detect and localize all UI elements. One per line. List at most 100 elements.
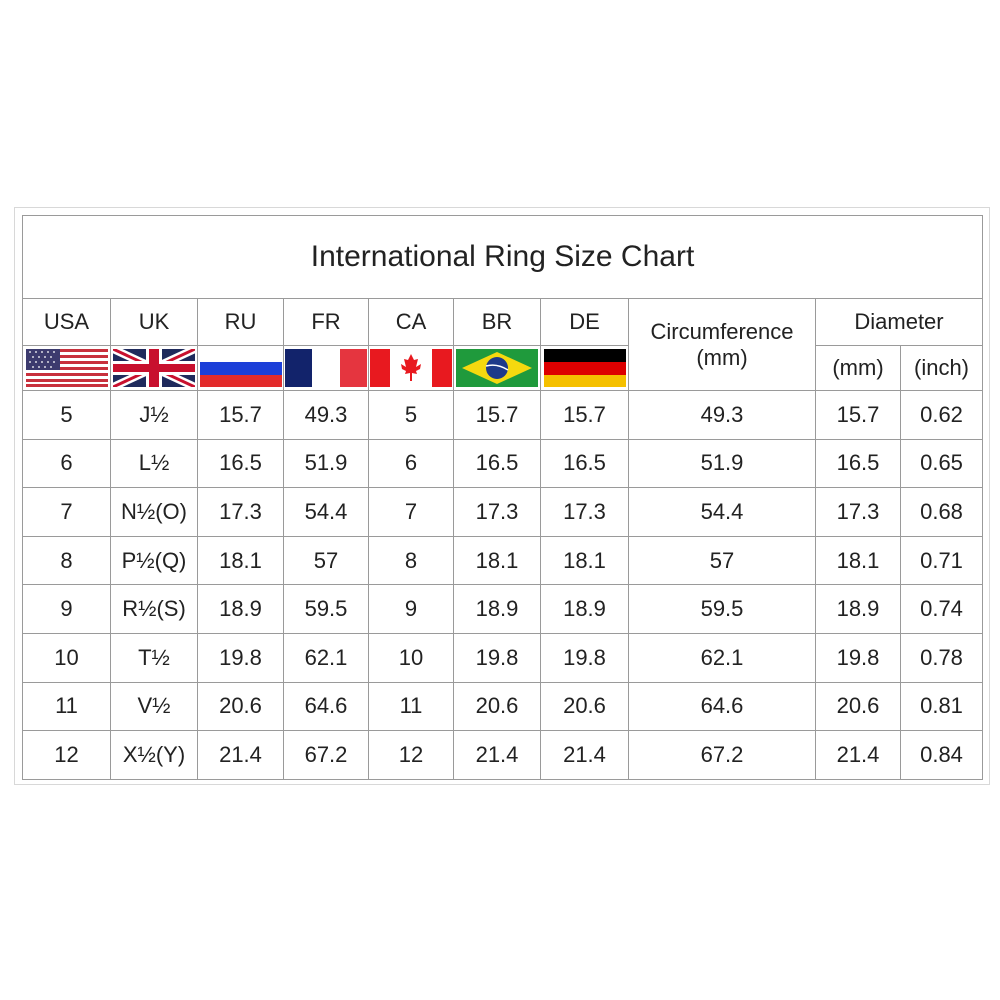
- cell-diameter-inch: 0.81: [899, 681, 984, 732]
- cell-de: 16.5: [540, 438, 629, 489]
- table-row: 5 J½ 15.7 49.3 5 15.7 15.7 49.3 15.7 0.62: [22, 390, 984, 440]
- cell-usa: 7: [22, 487, 111, 537]
- cell-de: 21.4: [540, 730, 629, 780]
- cell-br: 16.5: [453, 438, 541, 489]
- header-br: BR: [453, 298, 541, 346]
- table-row: 9 R½(S) 18.9 59.5 9 18.9 18.9 59.5 18.9 0.74: [22, 584, 984, 634]
- germany-flag-cell: [540, 345, 629, 391]
- brazil-flag-icon: [456, 349, 538, 387]
- cell-circumference: 49.3: [628, 390, 816, 440]
- cell-ca: 8: [368, 535, 454, 586]
- uk-flag-icon: [113, 349, 195, 387]
- cell-diameter-mm: 15.7: [815, 390, 901, 440]
- brazil-flag-cell: [453, 345, 541, 391]
- cell-de: 15.7: [540, 390, 629, 440]
- cell-ru: 19.8: [197, 632, 284, 683]
- cell-ru: 15.7: [197, 390, 284, 440]
- cell-usa: 10: [22, 632, 111, 683]
- table-row: 7 N½(O) 17.3 54.4 7 17.3 17.3 54.4 17.3 0.68: [22, 487, 984, 537]
- table-row: 11 V½ 20.6 64.6 11 20.6 20.6 64.6 20.6 0.81: [22, 681, 984, 732]
- cell-diameter-mm: 21.4: [815, 730, 901, 780]
- cell-uk: T½: [110, 632, 198, 683]
- cell-ru: 21.4: [197, 730, 284, 780]
- cell-usa: 8: [22, 535, 111, 586]
- cell-fr: 64.6: [283, 681, 369, 732]
- cell-uk: L½: [110, 438, 198, 489]
- cell-circumference: 67.2: [628, 730, 816, 780]
- cell-uk: X½(Y): [110, 730, 198, 780]
- cell-ru: 20.6: [197, 681, 284, 732]
- table-row: 8 P½(Q) 18.1 57 8 18.1 18.1 57 18.1 0.71: [22, 535, 984, 586]
- cell-fr: 51.9: [283, 438, 369, 489]
- cell-ru: 16.5: [197, 438, 284, 489]
- cell-ca: 5: [368, 390, 454, 440]
- header-uk: UK: [110, 298, 198, 346]
- cell-diameter-inch: 0.65: [899, 438, 984, 489]
- cell-diameter-inch: 0.71: [899, 535, 984, 586]
- cell-uk: V½: [110, 681, 198, 732]
- cell-ca: 6: [368, 438, 454, 489]
- cell-ca: 10: [368, 632, 454, 683]
- cell-circumference: 51.9: [628, 438, 816, 489]
- cell-circumference: 64.6: [628, 681, 816, 732]
- header-diameter-mm: (mm): [815, 345, 901, 391]
- cell-ca: 11: [368, 681, 454, 732]
- cell-fr: 57: [283, 535, 369, 586]
- usa-flag-cell: [22, 345, 111, 391]
- cell-usa: 9: [22, 584, 111, 634]
- cell-diameter-mm: 16.5: [815, 438, 901, 489]
- cell-uk: R½(S): [110, 584, 198, 634]
- circumference-label: Circumference: [650, 318, 794, 344]
- cell-diameter-mm: 17.3: [815, 487, 901, 537]
- cell-ru: 18.9: [197, 584, 284, 634]
- table-row: 10 T½ 19.8 62.1 10 19.8 19.8 62.1 19.8 0.78: [22, 632, 984, 683]
- cell-diameter-inch: 0.68: [899, 487, 984, 537]
- cell-usa: 11: [22, 681, 111, 732]
- cell-ca: 7: [368, 487, 454, 537]
- usa-flag-icon: [25, 349, 108, 387]
- canada-flag-cell: [368, 345, 454, 391]
- cell-de: 18.1: [540, 535, 629, 586]
- cell-diameter-mm: 19.8: [815, 632, 901, 683]
- cell-de: 18.9: [540, 584, 629, 634]
- cell-diameter-mm: 18.1: [815, 535, 901, 586]
- cell-ru: 18.1: [197, 535, 284, 586]
- cell-ca: 9: [368, 584, 454, 634]
- cell-fr: 54.4: [283, 487, 369, 537]
- france-flag-cell: [283, 345, 369, 391]
- header-circumference: Circumference (mm): [628, 298, 816, 391]
- cell-usa: 12: [22, 730, 111, 780]
- cell-br: 17.3: [453, 487, 541, 537]
- cell-uk: N½(O): [110, 487, 198, 537]
- cell-diameter-inch: 0.84: [899, 730, 984, 780]
- cell-usa: 5: [22, 390, 111, 440]
- cell-uk: J½: [110, 390, 198, 440]
- russia-flag-icon: [199, 349, 282, 387]
- table-row: 12 X½(Y) 21.4 67.2 12 21.4 21.4 67.2 21.4 0.84: [22, 730, 984, 780]
- header-ca: CA: [368, 298, 454, 346]
- cell-br: 20.6: [453, 681, 541, 732]
- circumference-unit: (mm): [696, 344, 748, 370]
- cell-diameter-inch: 0.78: [899, 632, 984, 683]
- germany-flag-icon: [543, 349, 626, 387]
- cell-br: 18.9: [453, 584, 541, 634]
- header-diameter: Diameter: [814, 298, 984, 346]
- cell-de: 17.3: [540, 487, 629, 537]
- cell-circumference: 57: [628, 535, 816, 586]
- cell-fr: 62.1: [283, 632, 369, 683]
- cell-br: 18.1: [453, 535, 541, 586]
- table-row: 6 L½ 16.5 51.9 6 16.5 16.5 51.9 16.5 0.65: [22, 438, 984, 489]
- cell-diameter-inch: 0.62: [899, 390, 984, 440]
- france-flag-icon: [285, 349, 367, 387]
- cell-ca: 12: [368, 730, 454, 780]
- cell-br: 21.4: [453, 730, 541, 780]
- header-ru: RU: [197, 298, 284, 346]
- page-title: International Ring Size Chart: [21, 215, 984, 299]
- cell-diameter-mm: 18.9: [815, 584, 901, 634]
- cell-fr: 59.5: [283, 584, 369, 634]
- canada-flag-icon: [370, 349, 452, 387]
- cell-usa: 6: [22, 438, 111, 489]
- cell-circumference: 59.5: [628, 584, 816, 634]
- cell-fr: 49.3: [283, 390, 369, 440]
- header-fr: FR: [283, 298, 369, 346]
